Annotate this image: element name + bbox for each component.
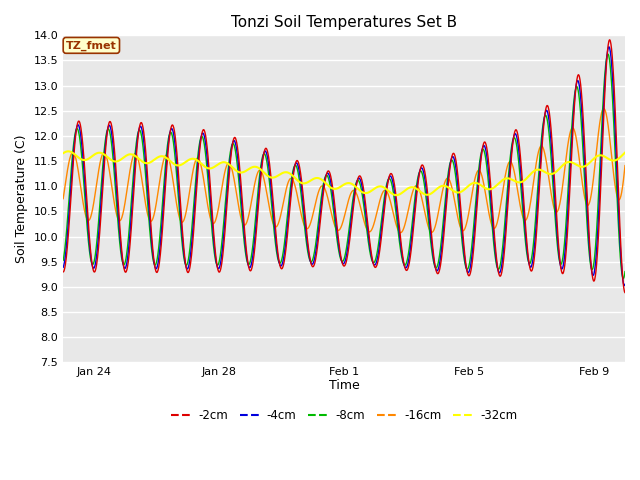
-32cm <box>92 151 99 156</box>
-16cm <box>397 230 404 236</box>
-4cm <box>621 283 628 288</box>
-4cm <box>269 210 277 216</box>
-4cm <box>92 261 99 267</box>
Line: -16cm: -16cm <box>63 108 625 233</box>
-8cm <box>621 269 629 275</box>
-8cm <box>92 252 99 258</box>
-32cm <box>292 176 300 181</box>
-4cm <box>291 161 299 167</box>
-16cm <box>443 176 451 181</box>
-16cm <box>621 163 629 168</box>
-2cm <box>443 199 451 204</box>
-4cm <box>289 175 296 181</box>
-2cm <box>179 237 187 242</box>
-4cm <box>621 281 629 287</box>
Line: -4cm: -4cm <box>63 47 625 286</box>
-16cm <box>179 219 187 225</box>
-4cm <box>179 243 187 249</box>
Line: -32cm: -32cm <box>63 151 625 195</box>
-2cm <box>606 37 614 43</box>
-2cm <box>291 161 299 167</box>
-4cm <box>605 44 612 50</box>
Text: TZ_fmet: TZ_fmet <box>66 40 116 50</box>
-2cm <box>289 180 296 186</box>
-8cm <box>620 276 627 281</box>
-32cm <box>180 161 188 167</box>
-16cm <box>291 184 299 190</box>
-16cm <box>600 106 607 111</box>
-8cm <box>604 51 612 57</box>
-2cm <box>92 268 99 274</box>
-8cm <box>269 220 277 226</box>
X-axis label: Time: Time <box>329 379 360 392</box>
-4cm <box>443 192 451 197</box>
-32cm <box>65 148 72 154</box>
-16cm <box>60 196 67 202</box>
-2cm <box>269 201 277 207</box>
Legend: -2cm, -4cm, -8cm, -16cm, -32cm: -2cm, -4cm, -8cm, -16cm, -32cm <box>166 404 522 427</box>
-16cm <box>289 177 296 182</box>
-4cm <box>60 264 67 270</box>
-32cm <box>444 184 451 190</box>
Line: -8cm: -8cm <box>63 54 625 278</box>
-16cm <box>269 221 277 227</box>
Title: Tonzi Soil Temperatures Set B: Tonzi Soil Temperatures Set B <box>231 15 457 30</box>
-32cm <box>270 175 278 180</box>
-8cm <box>443 183 451 189</box>
-8cm <box>291 162 299 168</box>
-8cm <box>60 257 67 263</box>
-32cm <box>289 173 296 179</box>
-2cm <box>621 290 629 296</box>
-32cm <box>621 150 629 156</box>
-8cm <box>289 171 296 177</box>
-8cm <box>179 249 187 255</box>
-2cm <box>60 269 67 275</box>
-32cm <box>392 192 400 198</box>
-32cm <box>60 150 67 156</box>
-16cm <box>92 190 99 195</box>
Y-axis label: Soil Temperature (C): Soil Temperature (C) <box>15 134 28 263</box>
Line: -2cm: -2cm <box>63 40 625 293</box>
